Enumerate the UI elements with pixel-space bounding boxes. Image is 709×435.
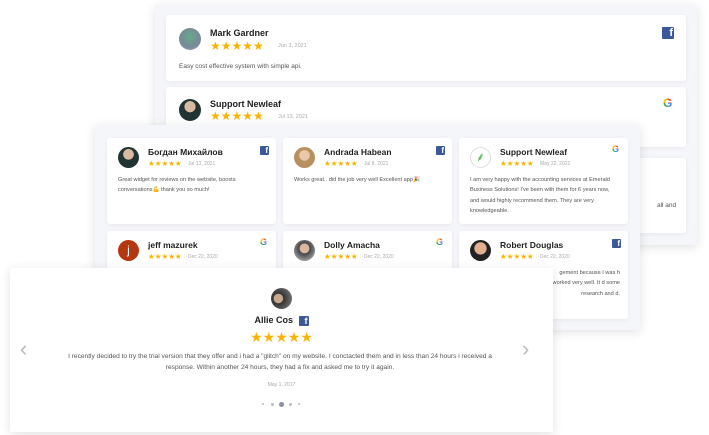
google-icon[interactable]: G (436, 237, 444, 247)
google-icon[interactable]: G (663, 96, 673, 110)
facebook-icon[interactable]: f (612, 239, 621, 248)
prev-arrow-button[interactable]: ‹ (20, 336, 28, 361)
star-rating: ★★★★★ (324, 159, 358, 168)
next-arrow-button[interactable]: › (522, 336, 530, 361)
star-rating: ★★★★★ (210, 39, 264, 53)
avatar (294, 240, 315, 261)
avatar (118, 147, 139, 168)
avatar (179, 99, 201, 121)
reviewer-name: Support Newleaf (500, 147, 568, 157)
reviewer-name: Robert Douglas (500, 240, 564, 250)
review-date: May 1, 2017 (267, 382, 296, 388)
pagination-dot[interactable] (278, 401, 284, 407)
star-rating: ★★★★★ (210, 109, 264, 123)
review-text: Easy cost effective system with simple a… (179, 63, 302, 70)
google-icon[interactable]: G (260, 237, 268, 247)
back-widget: Mark Gardner ★★★★★ Jun 3, 2021 Easy cost… (155, 5, 697, 245)
avatar (271, 288, 292, 309)
slider-widget: Allie Cos f ★★★★★ ‹ › I recently decided… (10, 268, 553, 432)
reviewer-name: Dolly Amacha (324, 240, 380, 250)
reviewer-name: jeff mazurek (148, 240, 198, 250)
facebook-icon[interactable]: f (436, 146, 445, 155)
star-rating: ★★★★★ (148, 252, 182, 261)
review-card: Andrada Habean ★★★★★ Jul 8, 2021 Works gr… (283, 138, 452, 224)
review-date: Jul 8, 2021 (364, 161, 389, 167)
avatar-initial: j (127, 243, 130, 257)
review-card: ⸙ Support Newleaf ★★★★★ May 22, 2021 I am… (459, 138, 628, 224)
reviewer-name: Support Newleaf (210, 99, 282, 109)
review-date: Dec 22, 2020 (364, 254, 394, 260)
avatar (294, 147, 315, 168)
review-date: Dec 22, 2020 (540, 254, 570, 260)
review-text: Great widget for reviews on the website,… (118, 177, 236, 194)
review-date: Jun 3, 2021 (278, 43, 307, 49)
google-icon[interactable]: G (612, 144, 620, 154)
review-text: all and (657, 202, 677, 209)
facebook-icon[interactable]: f (298, 316, 309, 326)
review-text: I recently decided to try the trial vers… (68, 353, 492, 371)
star-rating: ★★★★★ (250, 329, 313, 345)
facebook-icon[interactable]: f (260, 146, 269, 155)
review-date: May 22, 2021 (540, 161, 571, 167)
review-date: Jul 13, 2021 (278, 114, 308, 120)
pagination-dot[interactable] (262, 403, 264, 405)
reviewer-name: Andrada Habean (324, 147, 392, 157)
reviewer-name: Allie Cos (254, 315, 293, 325)
star-rating: ★★★★★ (324, 252, 358, 261)
avatar: j (118, 240, 139, 261)
review-card: Mark Gardner ★★★★★ Jun 3, 2021 Easy cost… (166, 15, 686, 81)
avatar (179, 28, 201, 50)
star-rating: ★★★★★ (148, 159, 182, 168)
review-text: I am very happy with the accounting serv… (470, 177, 610, 215)
review-text: Works great.. did the job very well Exce… (294, 177, 420, 183)
pagination-dot[interactable] (270, 402, 274, 406)
review-date: Jul 13, 2021 (188, 161, 216, 167)
avatar (470, 240, 491, 261)
pagination-dot[interactable] (288, 402, 292, 406)
pagination-dot[interactable] (298, 403, 300, 405)
avatar: ⸙ (470, 147, 491, 168)
reviewer-name: Mark Gardner (210, 28, 269, 38)
reviewer-name: Богдан Михайлов (148, 147, 223, 157)
review-text: gement because I was h worked very well.… (552, 270, 620, 297)
review-date: Dec 22, 2020 (188, 254, 218, 260)
facebook-icon[interactable]: f (662, 27, 674, 39)
star-rating: ★★★★★ (500, 252, 534, 261)
review-card: Богдан Михайлов ★★★★★ Jul 13, 2021 Great … (107, 138, 276, 224)
star-rating: ★★★★★ (500, 159, 534, 168)
